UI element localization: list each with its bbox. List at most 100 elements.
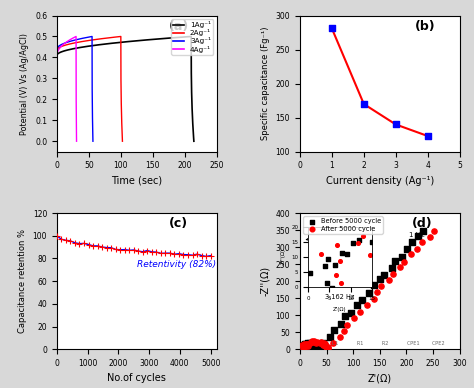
Before 5000 cycle [309, 341, 317, 348]
Before 5000 cycle [403, 246, 410, 252]
After 5000 cycle [426, 234, 434, 240]
Before 5000 cycle [388, 265, 395, 271]
Before 5000 cycle [305, 340, 312, 346]
Y-axis label: Capacitance retention %: Capacitance retention % [18, 229, 27, 333]
Point [121, 246, 128, 253]
Before 5000 cycle [408, 239, 416, 245]
X-axis label: Current density (Ag⁻¹): Current density (Ag⁻¹) [326, 176, 434, 186]
Point [76, 241, 83, 247]
Point [126, 247, 133, 253]
After 5000 cycle [340, 327, 348, 334]
Text: 3.162 Hz: 3.162 Hz [326, 294, 355, 300]
Before 5000 cycle [302, 341, 310, 347]
Text: (d): (d) [412, 217, 432, 230]
Point [117, 247, 124, 253]
Point [175, 251, 183, 257]
After 5000 cycle [300, 343, 308, 350]
Point [67, 238, 74, 244]
Point [360, 101, 368, 107]
Before 5000 cycle [311, 341, 319, 348]
After 5000 cycle [312, 340, 319, 346]
After 5000 cycle [323, 347, 330, 353]
Point [202, 253, 210, 260]
After 5000 cycle [364, 302, 371, 308]
Point [166, 250, 173, 256]
Point [424, 133, 432, 139]
Before 5000 cycle [311, 343, 319, 350]
Before 5000 cycle [313, 343, 320, 349]
Text: 99900 Hz: 99900 Hz [306, 233, 348, 241]
After 5000 cycle [389, 271, 397, 277]
Before 5000 cycle [347, 310, 355, 316]
Before 5000 cycle [370, 282, 378, 288]
Point [198, 253, 205, 259]
Text: (b): (b) [415, 20, 436, 33]
Before 5000 cycle [299, 343, 306, 349]
Point [135, 248, 142, 254]
Point [180, 251, 187, 258]
Before 5000 cycle [341, 313, 349, 319]
After 5000 cycle [321, 341, 328, 347]
Before 5000 cycle [298, 344, 306, 350]
Before 5000 cycle [304, 341, 312, 347]
Before 5000 cycle [414, 233, 422, 239]
After 5000 cycle [300, 345, 307, 351]
X-axis label: Z'(Ω): Z'(Ω) [368, 374, 392, 383]
Before 5000 cycle [330, 327, 338, 333]
Point [207, 253, 214, 259]
After 5000 cycle [307, 338, 315, 345]
After 5000 cycle [313, 339, 320, 345]
Y-axis label: Potential (V) Vs (Ag/AgCl): Potential (V) Vs (Ag/AgCl) [20, 33, 29, 135]
Before 5000 cycle [315, 346, 322, 352]
Before 5000 cycle [392, 258, 399, 265]
Point [171, 251, 178, 257]
After 5000 cycle [321, 341, 329, 347]
Legend: 1Ag⁻¹, 2Ag⁻¹, 3Ag⁻¹, 4Ag⁻¹: 1Ag⁻¹, 2Ag⁻¹, 3Ag⁻¹, 4Ag⁻¹ [171, 19, 213, 55]
After 5000 cycle [319, 342, 327, 348]
Text: Retentivity (82%): Retentivity (82%) [137, 260, 216, 270]
After 5000 cycle [300, 346, 308, 352]
Before 5000 cycle [319, 340, 327, 346]
After 5000 cycle [302, 341, 310, 347]
After 5000 cycle [325, 345, 332, 351]
After 5000 cycle [309, 338, 316, 344]
Before 5000 cycle [365, 290, 373, 296]
Y-axis label: -Z''(Ω): -Z''(Ω) [260, 266, 270, 296]
Point [103, 244, 110, 251]
Point [53, 232, 61, 239]
Point [58, 236, 65, 242]
Before 5000 cycle [316, 346, 324, 352]
After 5000 cycle [310, 338, 318, 344]
Before 5000 cycle [381, 272, 388, 278]
Before 5000 cycle [311, 343, 319, 349]
After 5000 cycle [350, 315, 358, 321]
Before 5000 cycle [296, 345, 304, 351]
Before 5000 cycle [299, 346, 306, 352]
Before 5000 cycle [302, 341, 310, 347]
Point [157, 250, 164, 256]
After 5000 cycle [323, 346, 331, 352]
Point [112, 246, 119, 253]
Point [189, 252, 196, 258]
After 5000 cycle [300, 341, 307, 348]
Point [184, 252, 192, 258]
Before 5000 cycle [358, 297, 365, 303]
Text: (c): (c) [169, 217, 188, 230]
Before 5000 cycle [419, 228, 427, 234]
After 5000 cycle [329, 340, 337, 346]
Point [98, 244, 106, 250]
Point [144, 248, 151, 254]
Before 5000 cycle [299, 346, 307, 352]
After 5000 cycle [304, 343, 311, 349]
Point [71, 240, 79, 246]
Before 5000 cycle [337, 321, 345, 327]
Before 5000 cycle [309, 342, 316, 348]
After 5000 cycle [324, 344, 332, 350]
Before 5000 cycle [353, 302, 361, 308]
After 5000 cycle [316, 340, 324, 346]
Before 5000 cycle [314, 346, 321, 352]
Text: 1 Hz: 1 Hz [409, 232, 425, 238]
After 5000 cycle [401, 258, 408, 265]
After 5000 cycle [320, 340, 328, 346]
Legend: Before 5000 cycle, After 5000 cycle: Before 5000 cycle, After 5000 cycle [303, 217, 383, 234]
